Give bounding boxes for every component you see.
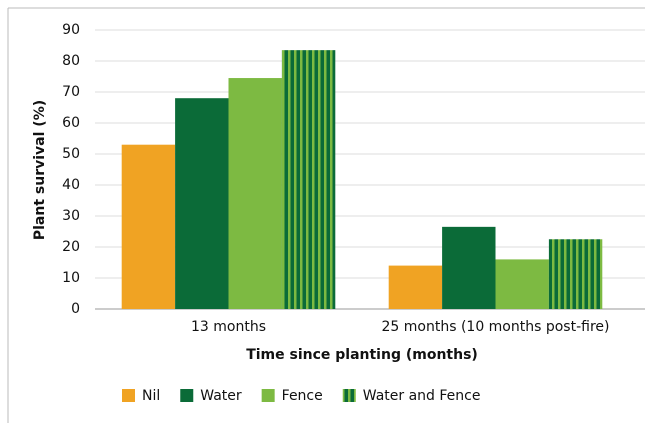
legend-swatch: [180, 389, 194, 402]
legend-swatch: [122, 389, 135, 402]
legend-swatch: [342, 389, 356, 402]
x-tick-label: 13 months: [191, 319, 266, 335]
bar: [228, 78, 282, 309]
y-tick-label: 80: [62, 53, 80, 69]
y-tick-label: 10: [62, 270, 80, 286]
y-tick-label: 90: [62, 22, 80, 38]
y-axis-title: Plant survival (%): [32, 100, 48, 240]
legend-label: Water: [200, 388, 242, 404]
legend-swatch: [261, 389, 275, 402]
y-tick-label: 50: [62, 146, 80, 162]
legend-label: Water and Fence: [363, 388, 481, 404]
x-axis-title: Time since planting (months): [246, 347, 478, 363]
bar: [121, 144, 176, 309]
legend-label: Fence: [282, 388, 323, 404]
bar: [281, 50, 336, 310]
bar: [388, 265, 443, 309]
bar: [548, 239, 603, 309]
y-tick-label: 60: [62, 115, 80, 131]
bar: [495, 259, 549, 309]
x-tick-label: 25 months (10 months post-fire): [382, 319, 610, 335]
y-tick-label: 40: [62, 177, 80, 193]
y-tick-label: 20: [62, 239, 80, 255]
y-tick-label: 70: [62, 84, 80, 100]
y-tick-label: 30: [62, 208, 80, 224]
y-tick-label: 0: [71, 301, 80, 317]
bar: [442, 226, 496, 309]
legend-label: Nil: [142, 388, 160, 404]
bar: [175, 98, 229, 309]
